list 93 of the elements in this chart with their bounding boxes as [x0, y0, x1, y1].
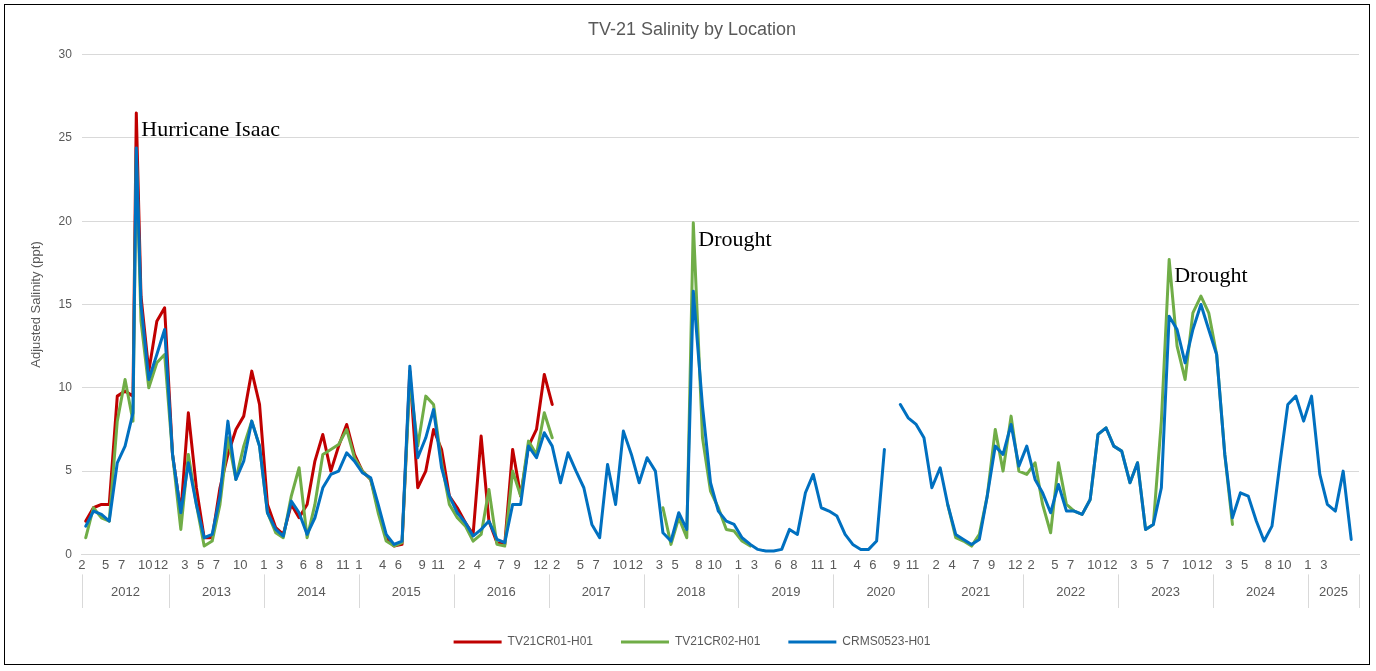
x-tick-label: 3 — [1225, 556, 1233, 572]
x-tick-label: 5 — [196, 556, 205, 572]
x-tick-label: 7 — [1067, 556, 1075, 572]
x-tick-label: 6 — [774, 556, 782, 572]
x-tick-label: 1 — [355, 556, 363, 572]
x-tick-label: 7 — [497, 556, 505, 572]
x-tick-label: 5 — [576, 556, 584, 572]
x-tick-label: 12 — [1102, 556, 1118, 572]
x-tick-label: 10 — [1182, 556, 1197, 572]
x-tick-label: 4 — [948, 556, 956, 572]
x-tick-label: 10 — [1277, 556, 1292, 572]
x-tick-label: 5 — [1051, 556, 1059, 572]
text: 2023 — [1151, 583, 1181, 599]
y-axis-title: Adjusted Salinity (ppt) — [28, 241, 44, 368]
x-tick-label: 7 — [1161, 556, 1170, 572]
x-tick-label: 5 — [1146, 556, 1154, 572]
text: 2015 — [391, 583, 421, 599]
y-tick-label: 30 — [58, 46, 73, 61]
x-tick-label: 9 — [987, 556, 996, 572]
x-tick-label: 8 — [695, 556, 703, 572]
x-tick-label: 6 — [869, 556, 877, 572]
x-tick-label: 4 — [473, 556, 482, 572]
x-tick-label: 3 — [181, 556, 189, 572]
chart-title: TV-21 Salinity by Location — [587, 18, 797, 39]
y-tick-label: 25 — [58, 130, 73, 145]
x-tick-label: 1 — [1304, 556, 1312, 572]
x-tick-label: 2 — [78, 556, 86, 572]
x-tick-label: 11 — [431, 556, 445, 572]
x-tick-label: 7 — [212, 556, 221, 572]
x-tick-label: 1 — [829, 556, 837, 572]
x-tick-label: 3 — [655, 556, 663, 572]
x-tick-label: 12 — [153, 556, 169, 572]
x-tick-label: 1 — [260, 556, 268, 572]
text: 2021 — [961, 583, 991, 599]
x-tick-label: 3 — [276, 556, 284, 572]
x-tick-label: 3 — [750, 556, 758, 572]
x-tick-label: 4 — [378, 556, 387, 572]
x-tick-label: 4 — [853, 556, 861, 572]
x-tick-label: 2 — [932, 556, 940, 572]
x-tick-label: 5 — [102, 556, 110, 572]
y-tick-label: 20 — [58, 213, 73, 228]
x-tick-label: 12 — [1008, 556, 1023, 572]
y-tick-label: 5 — [65, 463, 73, 478]
x-tick-label: 5 — [1241, 556, 1249, 572]
x-tick-label: 2 — [552, 556, 561, 572]
text: 2012 — [110, 583, 140, 599]
x-tick-label: 10 — [232, 556, 248, 572]
text: 2014 — [296, 583, 326, 599]
y-tick-label: 15 — [58, 296, 73, 311]
x-tick-label: 8 — [315, 556, 323, 572]
x-tick-label: 10 — [707, 556, 722, 572]
x-tick-label: 7 — [117, 556, 126, 572]
x-tick-label: 11 — [336, 556, 350, 572]
x-tick-label: 9 — [513, 556, 521, 572]
x-tick-label: 9 — [893, 556, 901, 572]
legend-label: TV21CR02-H01 — [674, 634, 761, 649]
text: 2020 — [866, 583, 896, 599]
x-tick-label: 6 — [299, 556, 308, 572]
x-tick-label: 12 — [1197, 556, 1213, 572]
x-tick-label: 11 — [810, 556, 825, 572]
x-tick-label: 8 — [1264, 556, 1273, 572]
x-tick-label: 9 — [418, 556, 426, 572]
x-tick-label: 11 — [905, 556, 920, 572]
x-tick-label: 10 — [1087, 556, 1102, 572]
x-tick-label: 12 — [628, 556, 643, 572]
x-tick-label: 1 — [734, 556, 743, 572]
text: 2017 — [581, 583, 611, 599]
x-tick-label: 10 — [612, 556, 628, 572]
x-tick-label: 6 — [394, 556, 402, 572]
annotation: Drought — [1174, 262, 1248, 288]
x-tick-label: 7 — [592, 556, 600, 572]
x-tick-label: 2 — [1027, 556, 1035, 572]
x-tick-label: 8 — [790, 556, 798, 572]
text: 2013 — [201, 583, 231, 599]
text: 2022 — [1056, 583, 1086, 599]
x-tick-label: 10 — [137, 556, 153, 572]
legend-label: TV21CR01-H01 — [507, 634, 594, 649]
x-tick-label: 7 — [972, 556, 980, 572]
annotation: Drought — [698, 225, 772, 251]
x-tick-label: 3 — [1320, 556, 1328, 572]
x-tick-label: 3 — [1130, 556, 1138, 572]
y-tick-label: 10 — [58, 380, 73, 395]
x-tick-label: 12 — [533, 556, 548, 572]
legend-label: CRMS0523-H01 — [842, 634, 931, 649]
text: 2019 — [771, 583, 801, 599]
annotation: Hurricane Isaac — [141, 115, 281, 141]
y-tick-label: 0 — [65, 546, 73, 561]
x-tick-label: 2 — [458, 556, 466, 572]
text: 2024 — [1246, 583, 1275, 599]
text: 2016 — [486, 583, 516, 599]
text: 2025 — [1319, 583, 1348, 599]
text: 2018 — [676, 583, 706, 599]
x-tick-label: 5 — [671, 556, 679, 572]
